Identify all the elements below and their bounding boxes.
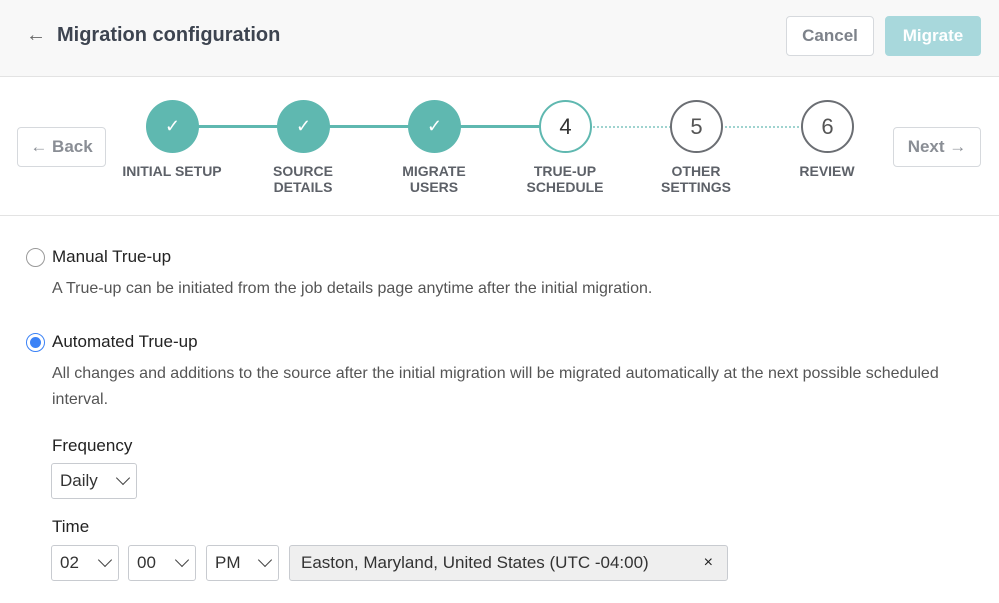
step-label-line: SOURCE	[273, 163, 333, 179]
chevron-down-icon	[115, 470, 131, 486]
back-button[interactable]: ← Back	[17, 127, 106, 167]
timezone-select[interactable]: Easton, Maryland, United States (UTC -04…	[289, 545, 728, 581]
minute-value: 00	[137, 553, 156, 572]
step-label-line: INITIAL SETUP	[122, 163, 222, 179]
manual-trueup-label[interactable]: Manual True-up	[52, 247, 172, 266]
hour-select[interactable]: 02	[51, 545, 119, 581]
step-2-label: SOURCE DETAILS	[238, 163, 368, 195]
ampm-value: PM	[215, 553, 241, 572]
step-label-line: USERS	[409, 179, 459, 195]
step-5-label: OTHER SETTINGS	[631, 163, 761, 195]
automated-trueup-label[interactable]: Automated True-up	[52, 332, 198, 351]
back-arrow-icon[interactable]: ←	[26, 24, 46, 46]
step-1-check-icon: ✓	[146, 100, 199, 153]
step-label-line: SETTINGS	[660, 179, 731, 195]
minute-select[interactable]: 00	[128, 545, 196, 581]
progress-line-complete	[172, 125, 565, 128]
ampm-select[interactable]: PM	[206, 545, 279, 581]
step-1-label: INITIAL SETUP	[107, 163, 237, 179]
step-2-check-icon: ✓	[277, 100, 330, 153]
automated-trueup-description: All changes and additions to the source …	[52, 365, 939, 408]
cancel-button[interactable]: Cancel	[786, 16, 874, 56]
step-3-check-icon: ✓	[408, 100, 461, 153]
manual-trueup-radio[interactable]	[26, 248, 45, 267]
divider	[0, 215, 999, 216]
step-3-label: MIGRATE USERS	[369, 163, 499, 195]
time-label: Time	[52, 517, 90, 536]
frequency-value: Daily	[60, 471, 98, 490]
migrate-button[interactable]: Migrate	[885, 16, 981, 56]
step-6-label: REVIEW	[762, 163, 892, 179]
step-label-line: TRUE-UP	[533, 163, 597, 179]
chevron-down-icon	[97, 552, 113, 568]
step-6-circle: 6	[801, 100, 854, 153]
timezone-value: Easton, Maryland, United States (UTC -04…	[301, 553, 649, 572]
manual-trueup-description: A True-up can be initiated from the job …	[52, 280, 653, 297]
next-button[interactable]: Next →	[893, 127, 981, 167]
page-title: Migration configuration	[57, 24, 281, 46]
hour-value: 02	[60, 553, 79, 572]
chevron-down-icon	[174, 552, 190, 568]
frequency-label: Frequency	[52, 436, 133, 455]
frequency-select[interactable]: Daily	[51, 463, 137, 499]
step-5-circle: 5	[670, 100, 723, 153]
step-label-line: SCHEDULE	[526, 179, 604, 195]
step-4-label: TRUE-UP SCHEDULE	[500, 163, 630, 195]
clear-timezone-icon[interactable]: ×	[703, 554, 713, 571]
step-label-line: REVIEW	[799, 163, 855, 179]
automated-trueup-radio[interactable]	[26, 333, 45, 352]
step-label-line: MIGRATE	[402, 163, 466, 179]
step-4-circle: 4	[539, 100, 592, 153]
chevron-down-icon	[257, 552, 273, 568]
step-label-line: DETAILS	[273, 179, 333, 195]
step-label-line: OTHER	[671, 163, 721, 179]
page-header: ← Migration configuration Cancel Migrate	[0, 0, 999, 77]
